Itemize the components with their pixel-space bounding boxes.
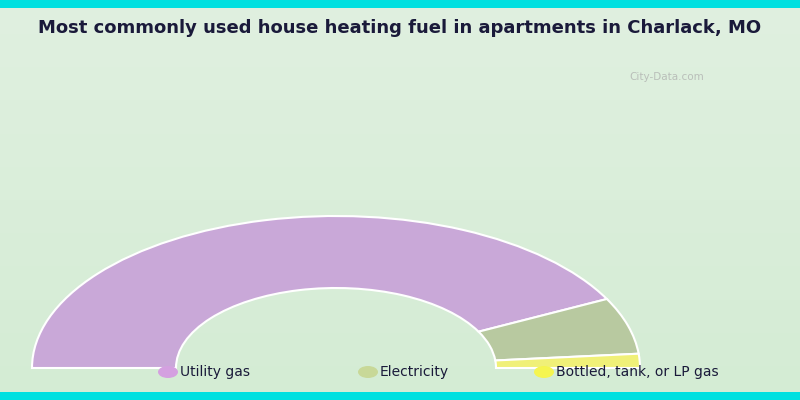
Wedge shape (32, 216, 607, 368)
Ellipse shape (158, 366, 178, 378)
Wedge shape (478, 299, 638, 360)
Text: City-Data.com: City-Data.com (630, 72, 704, 82)
Bar (0, 0, 800, 8)
Bar (0, 392, 800, 400)
Ellipse shape (358, 366, 378, 378)
Text: Most commonly used house heating fuel in apartments in Charlack, MO: Most commonly used house heating fuel in… (38, 19, 762, 37)
Text: Utility gas: Utility gas (180, 365, 250, 379)
Text: Electricity: Electricity (380, 365, 449, 379)
Wedge shape (495, 354, 640, 368)
Ellipse shape (534, 366, 554, 378)
Text: Bottled, tank, or LP gas: Bottled, tank, or LP gas (556, 365, 718, 379)
